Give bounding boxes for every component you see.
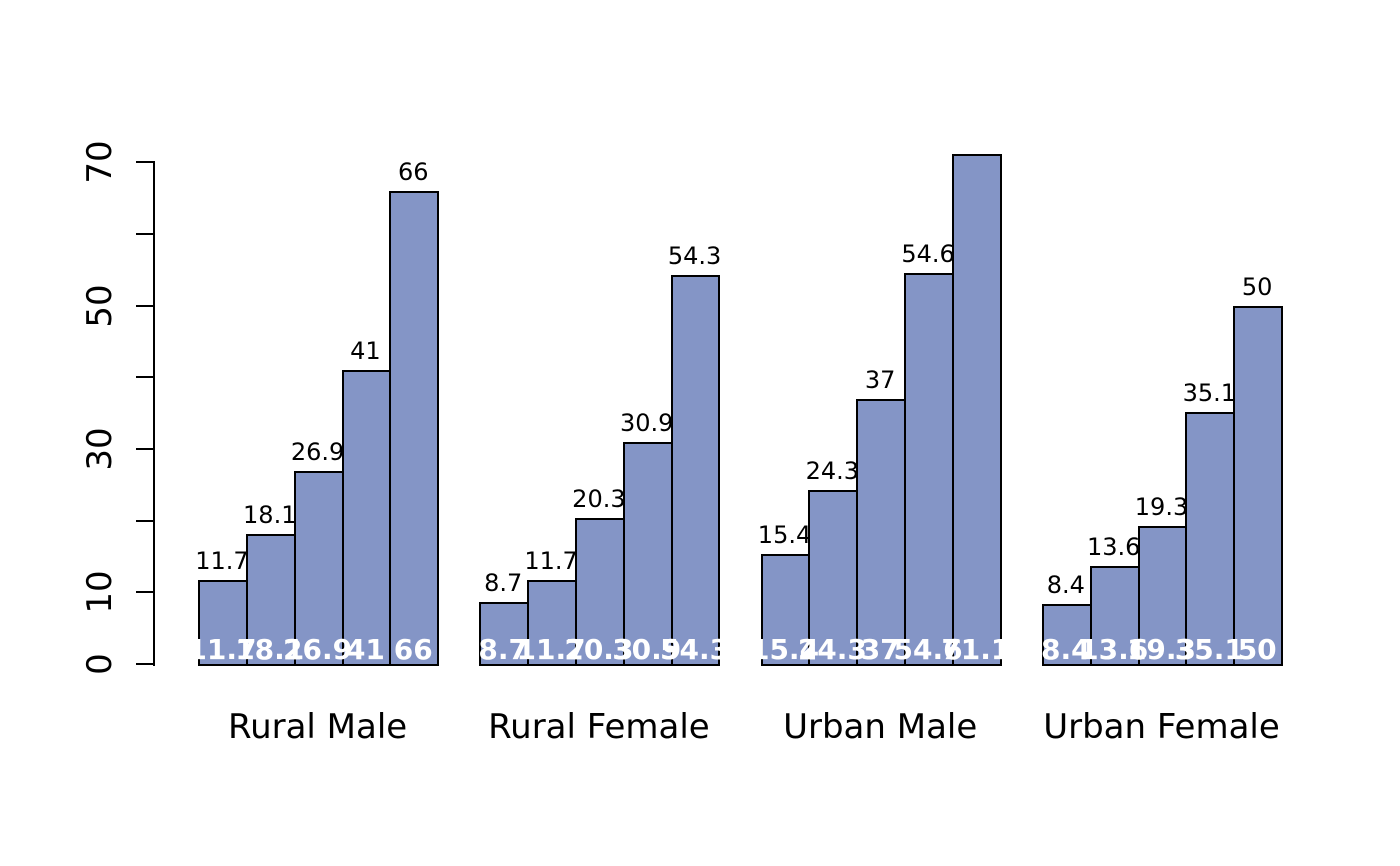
bar-inner-label: 37 <box>860 633 900 666</box>
bar-top-label: 30.9 <box>620 409 674 438</box>
bar-inner-label: 71.1 <box>941 633 1011 666</box>
bar-top-label: 26.9 <box>290 438 345 467</box>
bar-inner-label: 30.9 <box>612 633 682 666</box>
y-axis-tick-label: 30 <box>80 427 120 471</box>
bar-top-label: 11.7 <box>524 547 578 576</box>
bar-top-label: 35.1 <box>1182 379 1237 408</box>
bar-top-label: 50 <box>1241 272 1273 301</box>
bar-inner-label: 35.1 <box>1174 633 1244 666</box>
y-axis-tick <box>136 591 155 594</box>
bar-inner-label: 66 <box>393 633 433 666</box>
bar <box>904 272 954 666</box>
bar-top-label: 18.1 <box>243 501 297 530</box>
bar-inner-label: 19.3 <box>1126 633 1197 666</box>
y-axis-tick-label: 70 <box>80 140 120 184</box>
bar-top-label: 24.3 <box>805 456 860 485</box>
bar-inner-label: 18.1 <box>235 633 305 666</box>
bar-top-label: 19.3 <box>1134 492 1189 521</box>
bar-top-label: 20.3 <box>572 485 626 514</box>
bar-top-label: 37 <box>864 365 896 394</box>
bar-inner-label: 50 <box>1237 633 1277 666</box>
y-axis-tick <box>136 376 155 379</box>
category-label-rural-male: Rural Male <box>227 707 408 747</box>
bar <box>670 274 721 666</box>
y-axis-tick <box>136 447 155 450</box>
bar-top-label: 8.4 <box>1046 570 1085 599</box>
bar-top-label: 11.7 <box>195 547 249 576</box>
bar <box>1185 412 1236 666</box>
y-axis-tick <box>136 232 155 235</box>
y-axis-tick-label: 10 <box>80 570 120 614</box>
bar-top-label: 13.6 <box>1086 533 1141 562</box>
bar <box>951 154 1002 666</box>
bar-top-label: 8.7 <box>484 568 523 597</box>
y-axis-tick <box>136 161 155 164</box>
bar-top-label: 54.3 <box>667 241 722 270</box>
bar-inner-label: 13.6 <box>1079 633 1149 666</box>
category-label-urban-female: Urban Female <box>1043 707 1280 747</box>
y-axis-tick <box>136 304 155 307</box>
bar <box>1233 305 1284 666</box>
bar <box>389 190 440 666</box>
bar <box>808 489 859 666</box>
bar-inner-label: 11.7 <box>516 633 586 666</box>
bar-inner-label: 26.9 <box>283 633 353 666</box>
y-axis-tick <box>136 663 155 665</box>
bar-top-label: 54.6 <box>901 239 955 268</box>
y-axis-line <box>153 162 155 666</box>
bar <box>245 534 296 666</box>
bar <box>1041 603 1092 666</box>
bar-inner-label: 54.6 <box>893 633 963 666</box>
y-axis-tick-label: 50 <box>80 283 120 328</box>
bar-inner-label: 15.4 <box>749 633 820 666</box>
category-label-urban-male: Urban Male <box>783 707 978 747</box>
bar-inner-label: 24.3 <box>797 633 867 666</box>
bar <box>341 370 392 666</box>
bar-inner-label: 8.4 <box>1041 633 1091 666</box>
bar <box>856 398 907 666</box>
bar <box>198 580 248 666</box>
category-label-rural-female: Rural Female <box>488 707 710 747</box>
y-axis-tick <box>136 519 155 522</box>
bar-top-label: 66 <box>397 157 429 186</box>
bar-inner-label: 54.3 <box>660 633 730 666</box>
bar-inner-label: 20.3 <box>564 633 634 666</box>
bar <box>527 580 577 666</box>
bar-inner-label: 8.7 <box>478 633 529 666</box>
bar-top-label: 15.4 <box>757 520 812 549</box>
bar-top-label: 41 <box>350 337 381 366</box>
bar-inner-label: 41 <box>345 633 385 666</box>
bar-inner-label: 11.7 <box>187 633 257 666</box>
